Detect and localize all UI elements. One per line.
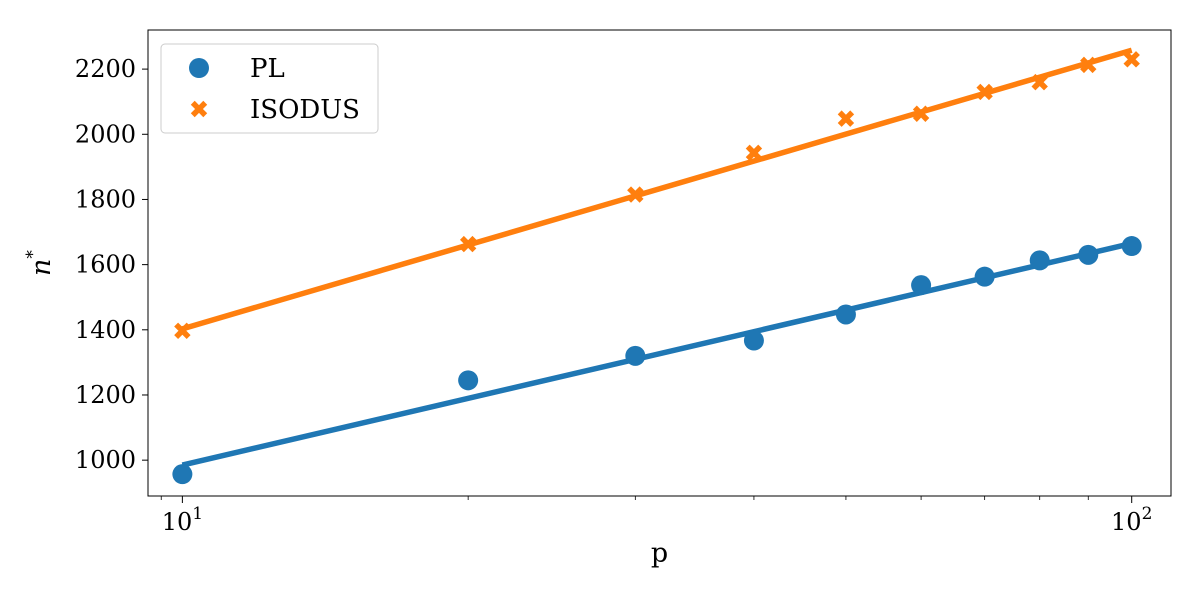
data-point-isodus [912,105,930,122]
data-point-isodus [745,144,763,162]
data-layer [172,47,1142,485]
data-point-isodus [459,235,477,253]
data-point-isodus [174,322,191,339]
data-point-pl [458,370,479,391]
data-point-pl [911,275,932,296]
legend-label-pl: PL [250,54,285,84]
plot-area [172,47,1142,485]
data-point-pl [1121,236,1142,257]
data-point-pl [172,464,193,485]
x-tick-label: 101 [162,504,203,536]
y-tick-label: 1800 [75,185,136,213]
legend-marker-pl [189,58,209,78]
x-axis-label: p [651,538,668,569]
data-point-isodus [837,110,855,127]
legend-box [160,43,379,134]
data-point-isodus [1080,56,1097,74]
data-point-isodus [1031,73,1048,91]
x-tick-label: 102 [1111,504,1152,536]
data-point-isodus [627,186,644,203]
y-tick-label: 1600 [75,251,136,279]
data-point-isodus [976,83,993,101]
data-point-pl [743,330,764,351]
y-tick-label: 2000 [75,120,136,148]
y-tick-label: 1000 [75,446,136,474]
legend: PL ISODUS [160,43,379,134]
fit-line-pl [181,240,1133,468]
axes: 1000 1200 1400 1600 1800 2000 2200 101 102 p n* [23,29,1172,569]
fit-line-isodus [181,47,1133,332]
y-tick-label: 2200 [75,55,136,83]
axes-frame [147,29,1172,497]
data-point-pl [625,345,646,366]
legend-label-isodus: ISODUS [250,95,360,125]
y-axis-label: n* [23,250,57,276]
data-point-pl [1078,244,1099,265]
legend-marker-isodus [190,100,208,118]
data-point-isodus [1123,51,1140,68]
data-point-pl [974,266,995,287]
data-point-pl [1029,250,1050,271]
y-tick-label: 1200 [75,381,136,409]
y-tick-label: 1400 [75,316,136,344]
data-point-pl [835,304,856,325]
